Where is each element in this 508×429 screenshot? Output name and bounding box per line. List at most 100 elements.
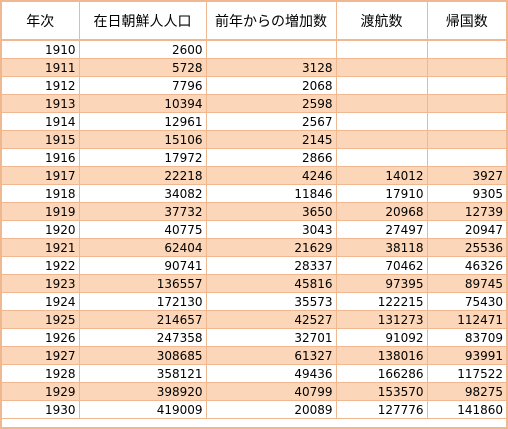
- year-cell: 1922: [2, 256, 80, 275]
- returns-cell: [427, 148, 506, 167]
- arrivals-cell: [336, 40, 428, 59]
- returns-cell: [427, 112, 506, 131]
- header-returns: 帰国数: [427, 2, 506, 41]
- returns-cell: 98275: [427, 382, 506, 401]
- year-cell: 1919: [2, 202, 80, 221]
- increase-cell: 21629: [206, 238, 337, 257]
- increase-cell: 32701: [206, 328, 337, 347]
- increase-cell: 2145: [206, 130, 337, 149]
- arrivals-cell: [336, 94, 428, 113]
- year-cell: 1924: [2, 292, 80, 311]
- population-cell: 12961: [79, 112, 207, 131]
- header-population: 在日朝鮮人人口: [79, 2, 207, 41]
- year-cell: 1914: [2, 112, 80, 131]
- returns-cell: [427, 40, 506, 59]
- population-cell: 5728: [79, 58, 207, 77]
- population-cell: 398920: [79, 382, 207, 401]
- year-cell: 1915: [2, 130, 80, 149]
- returns-cell: 3927: [427, 166, 506, 185]
- table-row: 1923 136557 45816 97395 89745: [2, 274, 506, 293]
- table-row: 1917 22218 4246 14012 3927: [2, 166, 506, 185]
- table-row: 1914 12961 2567: [2, 112, 506, 131]
- year-cell: 1917: [2, 166, 80, 185]
- population-cell: 136557: [79, 274, 207, 293]
- population-cell: 90741: [79, 256, 207, 275]
- population-cell: 2600: [79, 40, 207, 59]
- table-row: 1924 172130 35573 122215 75430: [2, 292, 506, 311]
- population-cell: 15106: [79, 130, 207, 149]
- population-cell: 172130: [79, 292, 207, 311]
- population-cell: 7796: [79, 76, 207, 95]
- table-row: 1912 7796 2068: [2, 76, 506, 95]
- returns-cell: 112471: [427, 310, 506, 329]
- increase-cell: 3128: [206, 58, 337, 77]
- arrivals-cell: 127776: [336, 400, 428, 419]
- arrivals-cell: 38118: [336, 238, 428, 257]
- returns-cell: 117522: [427, 364, 506, 383]
- header-increase: 前年からの増加数: [206, 2, 337, 41]
- arrivals-cell: [336, 58, 428, 77]
- table-row: 1927 308685 61327 138016 93991: [2, 346, 506, 365]
- table-row: 1910 2600: [2, 40, 506, 59]
- year-cell: 1916: [2, 148, 80, 167]
- year-cell: 1927: [2, 346, 80, 365]
- arrivals-cell: [336, 76, 428, 95]
- returns-cell: [427, 58, 506, 77]
- increase-cell: 2068: [206, 76, 337, 95]
- table-row: 1928 358121 49436 166286 117522: [2, 364, 506, 383]
- arrivals-cell: 166286: [336, 364, 428, 383]
- arrivals-cell: [336, 148, 428, 167]
- arrivals-cell: 27497: [336, 220, 428, 239]
- population-cell: 419009: [79, 400, 207, 419]
- table-row: 1920 40775 3043 27497 20947: [2, 220, 506, 239]
- year-cell: 1928: [2, 364, 80, 383]
- arrivals-cell: 122215: [336, 292, 428, 311]
- arrivals-cell: 131273: [336, 310, 428, 329]
- arrivals-cell: 97395: [336, 274, 428, 293]
- increase-cell: 45816: [206, 274, 337, 293]
- returns-cell: [427, 76, 506, 95]
- arrivals-cell: [336, 112, 428, 131]
- table-row: 1922 90741 28337 70462 46326: [2, 256, 506, 275]
- increase-cell: 4246: [206, 166, 337, 185]
- year-cell: 1930: [2, 400, 80, 419]
- year-cell: 1911: [2, 58, 80, 77]
- arrivals-cell: 17910: [336, 184, 428, 203]
- returns-cell: 93991: [427, 346, 506, 365]
- year-cell: 1923: [2, 274, 80, 293]
- population-cell: 247358: [79, 328, 207, 347]
- increase-cell: [206, 40, 337, 59]
- arrivals-cell: [336, 130, 428, 149]
- population-cell: 214657: [79, 310, 207, 329]
- header-year: 年次: [2, 2, 80, 41]
- table-row: 1921 62404 21629 38118 25536: [2, 238, 506, 257]
- returns-cell: 25536: [427, 238, 506, 257]
- year-cell: 1920: [2, 220, 80, 239]
- increase-cell: 11846: [206, 184, 337, 203]
- year-cell: 1913: [2, 94, 80, 113]
- population-cell: 40775: [79, 220, 207, 239]
- returns-cell: 75430: [427, 292, 506, 311]
- increase-cell: 2598: [206, 94, 337, 113]
- returns-cell: 46326: [427, 256, 506, 275]
- table-row: 1915 15106 2145: [2, 130, 506, 149]
- table-row: 1911 5728 3128: [2, 58, 506, 77]
- increase-cell: 2567: [206, 112, 337, 131]
- arrivals-cell: 70462: [336, 256, 428, 275]
- returns-cell: 83709: [427, 328, 506, 347]
- increase-cell: 49436: [206, 364, 337, 383]
- returns-cell: 12739: [427, 202, 506, 221]
- population-cell: 22218: [79, 166, 207, 185]
- table-row: 1913 10394 2598: [2, 94, 506, 113]
- table-row: 1929 398920 40799 153570 98275: [2, 382, 506, 401]
- arrivals-cell: 20968: [336, 202, 428, 221]
- arrivals-cell: 14012: [336, 166, 428, 185]
- population-cell: 37732: [79, 202, 207, 221]
- returns-cell: 89745: [427, 274, 506, 293]
- table-row: 1930 419009 20089 127776 141860: [2, 400, 506, 419]
- increase-cell: 42527: [206, 310, 337, 329]
- population-cell: 308685: [79, 346, 207, 365]
- year-cell: 1925: [2, 310, 80, 329]
- year-cell: 1910: [2, 40, 80, 59]
